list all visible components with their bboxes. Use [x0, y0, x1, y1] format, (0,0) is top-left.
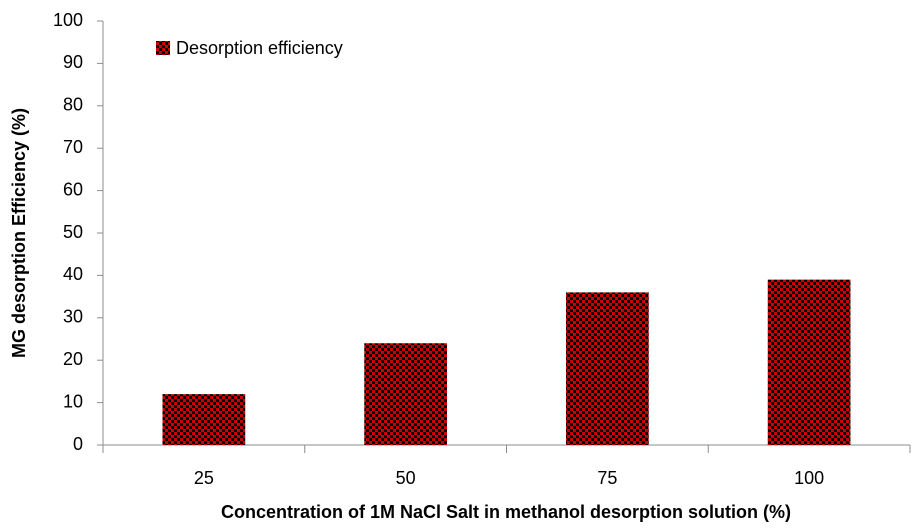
x-tick-label: 75 [597, 468, 617, 488]
y-tick-label: 100 [53, 10, 83, 30]
x-tick-label: 25 [194, 468, 214, 488]
y-tick-label: 40 [63, 264, 83, 284]
y-tick-label: 90 [63, 52, 83, 72]
x-tick-label: 50 [396, 468, 416, 488]
bar [364, 343, 447, 445]
legend-label: Desorption efficiency [176, 38, 343, 58]
x-axis-label: Concentration of 1M NaCl Salt in methano… [221, 502, 791, 522]
bar [767, 279, 851, 445]
y-axis-label: MG desorption Efficiency (%) [9, 108, 29, 358]
y-tick-label: 60 [63, 179, 83, 199]
y-tick-label: 70 [63, 137, 83, 157]
legend-swatch [156, 41, 170, 55]
bar [162, 394, 246, 445]
y-tick-label: 50 [63, 222, 83, 242]
y-tick-label: 80 [63, 95, 83, 115]
x-tick-label: 100 [794, 468, 824, 488]
bar [566, 292, 649, 445]
y-tick-label: 30 [63, 307, 83, 327]
y-tick-label: 20 [63, 349, 83, 369]
y-tick-label: 10 [63, 391, 83, 411]
y-tick-label: 0 [73, 434, 83, 454]
